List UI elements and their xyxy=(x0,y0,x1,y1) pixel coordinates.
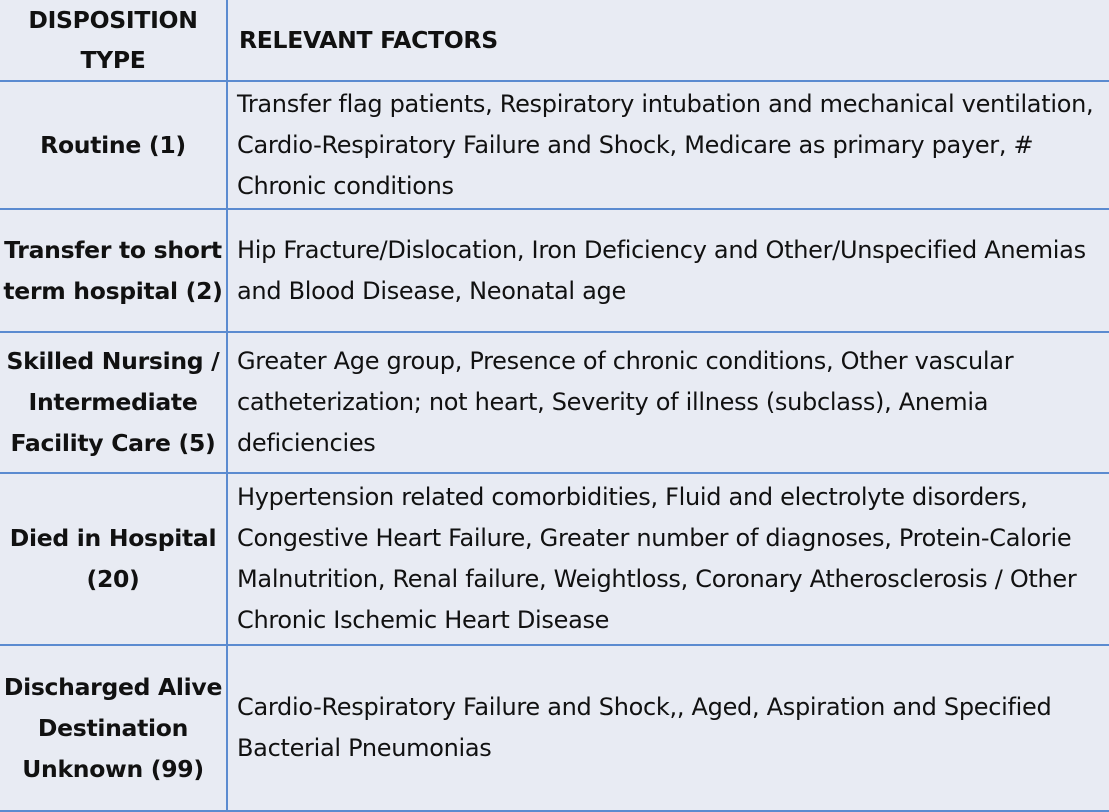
table-row: Discharged Alive Destination Unknown (99… xyxy=(0,644,1109,812)
disposition-cell: Routine (1) xyxy=(0,80,228,210)
disposition-cell: Transfer to short term hospital (2) xyxy=(0,208,228,333)
table-row: Skilled Nursing / Intermediate Facility … xyxy=(0,331,1109,474)
disposition-cell: Discharged Alive Destination Unknown (99… xyxy=(0,644,228,812)
table-row: Died in Hospital (20) Hypertension relat… xyxy=(0,472,1109,646)
header-relevant-factors: RELEVANT FACTORS xyxy=(226,0,1109,82)
header-disposition-type: DISPOSITION TYPE xyxy=(0,0,228,82)
disposition-cell: Skilled Nursing / Intermediate Facility … xyxy=(0,331,228,474)
factors-cell: Hypertension related comorbidities, Flui… xyxy=(226,472,1109,646)
factors-cell: Greater Age group, Presence of chronic c… xyxy=(226,331,1109,474)
header-row: DISPOSITION TYPE RELEVANT FACTORS xyxy=(0,0,1109,82)
table-row: Transfer to short term hospital (2) Hip … xyxy=(0,208,1109,333)
disposition-cell: Died in Hospital (20) xyxy=(0,472,228,646)
factors-cell: Transfer flag patients, Respiratory intu… xyxy=(226,80,1109,210)
factors-cell: Hip Fracture/Dislocation, Iron Deficienc… xyxy=(226,208,1109,333)
factors-cell: Cardio-Respiratory Failure and Shock,, A… xyxy=(226,644,1109,812)
table-row: Routine (1) Transfer flag patients, Resp… xyxy=(0,80,1109,210)
